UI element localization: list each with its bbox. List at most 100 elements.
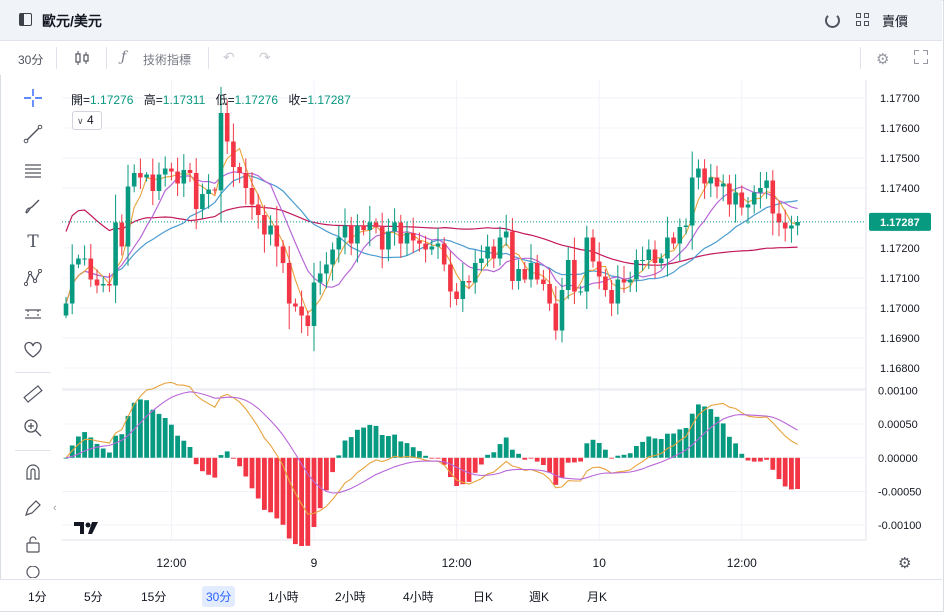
macd-histogram-bar: [547, 457, 552, 473]
timeframe-5[interactable]: 2小時: [335, 590, 366, 604]
macd-histogram-bar: [237, 457, 242, 467]
macd-histogram-bar: [596, 443, 602, 458]
macd-histogram-bar: [696, 404, 701, 458]
timeframe-1[interactable]: 5分: [84, 590, 103, 604]
candle-body: [714, 177, 720, 187]
ma-long-line: [65, 205, 798, 266]
refresh-icon[interactable]: [825, 13, 840, 28]
collapse-sidebar-icon[interactable]: ‹: [53, 502, 57, 514]
candle-body: [336, 237, 342, 250]
macd-histogram-bar: [423, 455, 428, 458]
timeframe-0[interactable]: 1分: [28, 590, 47, 604]
candle-type-icon[interactable]: [74, 50, 90, 66]
pattern-icon[interactable]: [21, 266, 45, 290]
macd-histogram-bar: [218, 455, 224, 458]
candle-body: [609, 290, 614, 304]
macd-histogram-bar: [621, 454, 627, 458]
candle-body: [553, 303, 559, 331]
price-mode-button[interactable]: 賣價: [882, 14, 909, 29]
candle-body: [410, 233, 416, 241]
macd-histogram-bar: [522, 457, 528, 460]
macd-histogram-bar: [162, 418, 168, 458]
ma-mid-line: [65, 171, 798, 304]
time-tick-label: 9: [311, 556, 318, 570]
macd-histogram-bar: [689, 413, 695, 458]
timeframe-9[interactable]: 月K: [587, 590, 608, 604]
candle-body: [94, 279, 100, 286]
text-tool-icon[interactable]: T: [27, 232, 39, 252]
sidebar-toggle-icon[interactable]: [19, 13, 32, 26]
ruler-icon[interactable]: [21, 382, 45, 406]
macd-histogram-bar: [392, 434, 397, 458]
candle-body: [169, 168, 174, 172]
horizontal-lines-icon[interactable]: [21, 158, 45, 182]
macd-histogram-bar: [262, 457, 267, 510]
timeframe-2[interactable]: 15分: [141, 590, 167, 604]
toolbar-divider: [56, 47, 57, 69]
candle-body: [88, 258, 94, 280]
candle-body: [615, 279, 621, 304]
eye-icon[interactable]: [21, 566, 45, 578]
candle-body: [658, 258, 664, 263]
candle-body: [677, 227, 683, 244]
macd-histogram-bar: [410, 447, 416, 458]
candle-body: [243, 173, 249, 188]
macd-histogram-bar: [782, 457, 788, 487]
candle-body: [770, 180, 776, 214]
undo-icon[interactable]: ↶: [223, 49, 235, 65]
interval-button[interactable]: 30分: [18, 53, 44, 67]
candle-body: [745, 204, 751, 208]
candle-body: [324, 264, 329, 274]
candle-body: [144, 174, 149, 178]
macd-histogram-bar: [348, 437, 354, 458]
price-tick-label: 1.17500: [880, 153, 920, 165]
candle-body: [603, 276, 608, 290]
indicators-button[interactable]: 技術指標: [143, 53, 192, 67]
macd-histogram-bar: [714, 416, 720, 458]
brush-icon[interactable]: [21, 194, 45, 218]
candle-body: [156, 174, 162, 191]
macd-histogram-bar: [336, 455, 342, 458]
magnet-icon[interactable]: [21, 460, 45, 484]
candle-body: [125, 186, 131, 247]
crosshair-icon[interactable]: [21, 86, 45, 110]
timeframe-3[interactable]: 30分: [202, 586, 236, 607]
timeframe-8[interactable]: 週K: [529, 590, 550, 604]
macd-histogram-bar: [510, 449, 515, 458]
timeframe-7[interactable]: 日K: [473, 590, 494, 604]
macd-histogram-bar: [658, 439, 664, 458]
candle-body: [739, 192, 745, 208]
close-value: 1.17287: [307, 93, 351, 107]
macd-histogram-bar: [541, 457, 546, 465]
macd-histogram-bar: [138, 399, 143, 458]
trend-line-icon[interactable]: [21, 122, 45, 146]
fx-icon[interactable]: ƒ: [121, 49, 127, 65]
redo-icon[interactable]: ↷: [259, 49, 271, 65]
heart-icon[interactable]: [21, 338, 45, 362]
toolbar-divider: [106, 47, 107, 69]
candle-body: [224, 113, 230, 142]
macd-histogram-bar: [76, 436, 81, 458]
timeframe-4[interactable]: 1小時: [268, 590, 299, 604]
layout-grid-icon[interactable]: [856, 13, 870, 27]
zoom-in-icon[interactable]: [21, 416, 45, 440]
candle-body: [355, 225, 360, 244]
candle-body: [640, 260, 645, 261]
chart-settings-icon[interactable]: ⚙: [876, 51, 890, 68]
candle-body: [683, 225, 689, 227]
projection-icon[interactable]: [21, 302, 45, 326]
time-tick-label: 12:00: [442, 556, 472, 570]
lock-icon[interactable]: [21, 532, 45, 556]
macd-histogram-bar: [603, 449, 608, 458]
timeframe-6[interactable]: 4小時: [403, 590, 434, 604]
macd-histogram-bar: [789, 457, 794, 490]
macd-histogram-bar: [169, 424, 174, 458]
macd-histogram-bar: [739, 453, 745, 458]
macd-histogram-bar: [503, 437, 509, 458]
fullscreen-icon[interactable]: [914, 50, 928, 64]
scale-settings-icon[interactable]: ⚙: [898, 555, 912, 572]
indicator-collapse-button[interactable]: ∨ 4: [72, 111, 102, 130]
macd-histogram-bar: [156, 413, 162, 458]
pencil-lock-icon[interactable]: [21, 496, 45, 520]
